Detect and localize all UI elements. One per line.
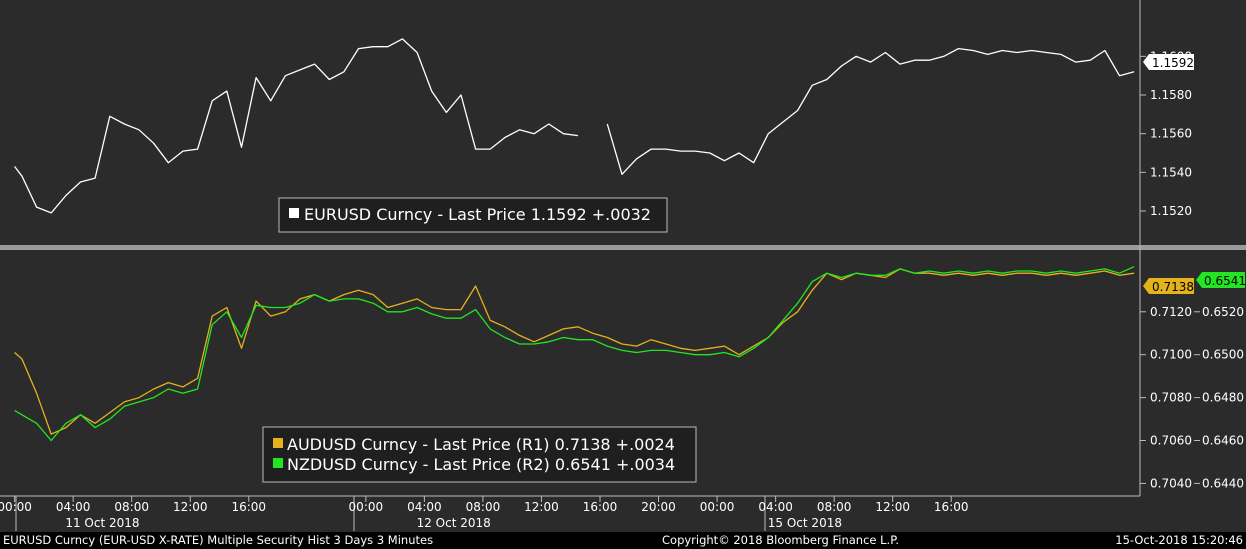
audusd-legend-swatch xyxy=(273,438,283,448)
r2-tick-label: 0.6500 xyxy=(1202,348,1244,362)
top-legend: EURUSD Curncy - Last Price 1.1592 +.0032 xyxy=(278,197,668,233)
x-tick-label: 00:00 xyxy=(0,500,32,514)
top-tick-label: 1.1560 xyxy=(1150,127,1192,141)
nzdusd-legend-label: NZDUSD Curncy - Last Price (R2) 0.6541 +… xyxy=(287,455,675,474)
top-legend-box xyxy=(278,197,668,233)
x-tick-label: 12:00 xyxy=(875,500,910,514)
r1-tick-label: 0.7040 xyxy=(1150,476,1192,490)
nzdusd-last-tag-text: 0.6541 xyxy=(1204,274,1246,288)
bottom-y-axis: 0.7120 0.7100 0.7080 0.7060 0.7040 0.6520 0.65… xyxy=(1140,305,1244,490)
x-tick-label: 16:00 xyxy=(231,500,266,514)
r2-tick-label: 0.6460 xyxy=(1202,434,1244,448)
x-tick-label: 00:00 xyxy=(349,500,384,514)
bottom-legend-box xyxy=(262,426,697,483)
x-tick-label: 12:00 xyxy=(173,500,208,514)
nzdusd-legend-swatch xyxy=(273,458,283,468)
r1-tick-label: 0.7100 xyxy=(1150,348,1192,362)
nzdusd-line xyxy=(14,266,1135,442)
x-axis: 00:00 04:00 08:00 12:00 16:00 00:00 04:00 08:00… xyxy=(0,496,969,530)
x-axis-bg xyxy=(0,496,1246,532)
nzdusd-last-tag-shape xyxy=(1196,272,1245,288)
bottom-legend: AUDUSD Curncy - Last Price (R1) 0.7138 +… xyxy=(262,426,697,483)
footer-left-text: EURUSD Curncy (EUR-USD X-RATE) Multiple … xyxy=(3,533,433,547)
x-tick-label: 04:00 xyxy=(758,500,793,514)
r1-tick-label: 0.7080 xyxy=(1150,391,1192,405)
top-right-axis-bg xyxy=(1140,0,1246,245)
x-tick-label: 04:00 xyxy=(407,500,442,514)
eurusd-last-tag-shape xyxy=(1143,54,1194,70)
x-tick-label: 08:00 xyxy=(466,500,501,514)
eurusd-legend-swatch xyxy=(289,208,299,218)
x-tick-label: 00:00 xyxy=(700,500,735,514)
aud-nzd-series-group xyxy=(14,266,1135,442)
audusd-last-tag-shape xyxy=(1143,278,1194,294)
audusd-last-tag: 0.7138 xyxy=(1143,278,1194,294)
eurusd-legend-label: EURUSD Curncy - Last Price 1.1592 +.0032 xyxy=(304,205,651,224)
audusd-last-tag-text: 0.7138 xyxy=(1152,280,1194,294)
x-date-label: 15 Oct 2018 xyxy=(768,516,842,530)
r2-tick-label: 0.6440 xyxy=(1202,476,1244,490)
r2-tick-label: 0.6480 xyxy=(1202,391,1244,405)
eurusd-line xyxy=(14,38,1135,214)
eurusd-last-tag-text: 1.1592 xyxy=(1152,56,1194,70)
x-tick-label: 08:00 xyxy=(114,500,149,514)
x-tick-label: 08:00 xyxy=(817,500,852,514)
nzdusd-last-tag: 0.6541 xyxy=(1196,272,1246,288)
x-tick-label: 16:00 xyxy=(583,500,618,514)
footer-right-text: 15-Oct-2018 15:20:46 xyxy=(1115,533,1243,547)
top-tick-label: 1.1520 xyxy=(1150,204,1192,218)
x-date-label: 12 Oct 2018 xyxy=(417,516,491,530)
x-tick-label: 20:00 xyxy=(641,500,676,514)
x-date-label: 11 Oct 2018 xyxy=(65,516,139,530)
eurusd-series-group xyxy=(14,38,1135,214)
footer-bar: EURUSD Curncy (EUR-USD X-RATE) Multiple … xyxy=(0,532,1246,549)
r2-tick-label: 0.6520 xyxy=(1202,305,1244,319)
x-tick-label: 16:00 xyxy=(934,500,969,514)
r1-tick-label: 0.7120 xyxy=(1150,305,1192,319)
panel-divider xyxy=(0,245,1246,250)
audusd-legend-label: AUDUSD Curncy - Last Price (R1) 0.7138 +… xyxy=(287,435,675,454)
top-tick-label: 1.1540 xyxy=(1150,165,1192,179)
audusd-line xyxy=(14,268,1135,435)
top-tick-label: 1.1580 xyxy=(1150,88,1192,102)
eurusd-last-tag: 1.1592 xyxy=(1143,54,1194,70)
footer-bg xyxy=(0,532,1246,549)
r1-tick-label: 0.7060 xyxy=(1150,434,1192,448)
x-tick-label: 04:00 xyxy=(56,500,91,514)
footer-center-text: Copyright© 2018 Bloomberg Finance L.P. xyxy=(662,533,899,547)
x-tick-label: 12:00 xyxy=(524,500,559,514)
